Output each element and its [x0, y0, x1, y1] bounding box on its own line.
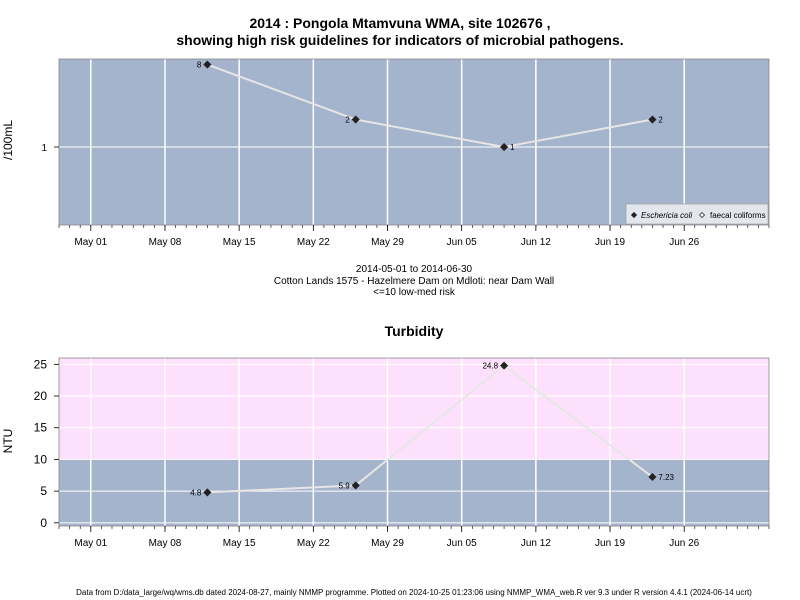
x-tick-label: Jun 12	[521, 538, 551, 549]
y-tick-label: 15	[34, 421, 48, 435]
data-point	[203, 488, 212, 497]
x-tick-label: Jun 26	[669, 538, 699, 549]
data-label: 8	[197, 61, 202, 70]
chart-title-line-1: 2014 : Pongola Mtamvuna WMA, site 102676…	[249, 15, 551, 31]
y-tick-label: 25	[34, 357, 48, 371]
x-tick-label: May 15	[223, 237, 256, 248]
data-label: 1	[510, 143, 515, 152]
x-tick-label: May 01	[74, 237, 107, 248]
plot-border	[58, 58, 770, 226]
turbidity-title: Turbidity	[384, 323, 444, 339]
legend-label: faecal coliforms	[710, 211, 766, 220]
data-label: 24.8	[482, 362, 498, 371]
y-tick-label: 1	[41, 143, 47, 154]
x-tick-label: Jun 12	[521, 237, 551, 248]
date-range-text: 2014-05-01 to 2014-06-30	[355, 264, 473, 275]
data-point	[648, 472, 657, 482]
legend-marker-open	[698, 211, 706, 219]
data-point	[203, 60, 212, 69]
x-tick-label: Jun 05	[447, 538, 477, 549]
chart-title-line-2: showing high risk guidelines for indicat…	[176, 32, 624, 48]
x-tick-label: Jun 19	[595, 538, 625, 549]
legend-label: Eschericia coli	[641, 211, 692, 220]
data-point	[500, 142, 509, 152]
series-line	[207, 63, 653, 149]
data-point	[648, 115, 657, 124]
data-label: 5.9	[339, 481, 351, 490]
x-tick-label: May 22	[297, 538, 330, 549]
high-risk-band	[59, 358, 769, 460]
data-label: 7.23	[658, 473, 674, 482]
legend-box	[625, 203, 769, 225]
plot-panel-0	[59, 59, 769, 225]
legend-marker-filled	[630, 211, 638, 219]
x-tick-label: Jun 05	[447, 237, 477, 248]
x-tick-label: May 22	[297, 237, 330, 248]
plot-border	[58, 357, 770, 527]
y-tick-label: 0	[40, 516, 47, 530]
y-tick-label: 20	[34, 389, 48, 403]
series-line	[207, 364, 654, 494]
x-tick-label: May 01	[74, 538, 107, 549]
x-tick-label: Jun 19	[595, 237, 625, 248]
data-point	[500, 361, 509, 370]
risk-note-text: <=10 low-med risk	[373, 287, 455, 298]
footer-note: Data from D:/data_large/wq/wms.db dated …	[76, 588, 752, 597]
x-tick-label: May 08	[149, 237, 182, 248]
data-label: 2	[345, 116, 350, 125]
y-tick-label: 5	[40, 484, 47, 498]
x-tick-label: May 08	[149, 538, 182, 549]
data-label: 2	[658, 116, 663, 125]
x-tick-label: Jun 26	[669, 237, 699, 248]
x-tick-label: May 29	[371, 237, 404, 248]
y-tick-label: 10	[34, 452, 48, 466]
x-tick-label: May 15	[223, 538, 256, 549]
x-tick-label: May 29	[371, 538, 404, 549]
data-label: 4.8	[190, 488, 202, 497]
data-point	[351, 481, 360, 490]
data-point	[351, 115, 360, 124]
site-location-text: Cotton Lands 1575 - Hazelmere Dam on Mdl…	[273, 276, 555, 287]
